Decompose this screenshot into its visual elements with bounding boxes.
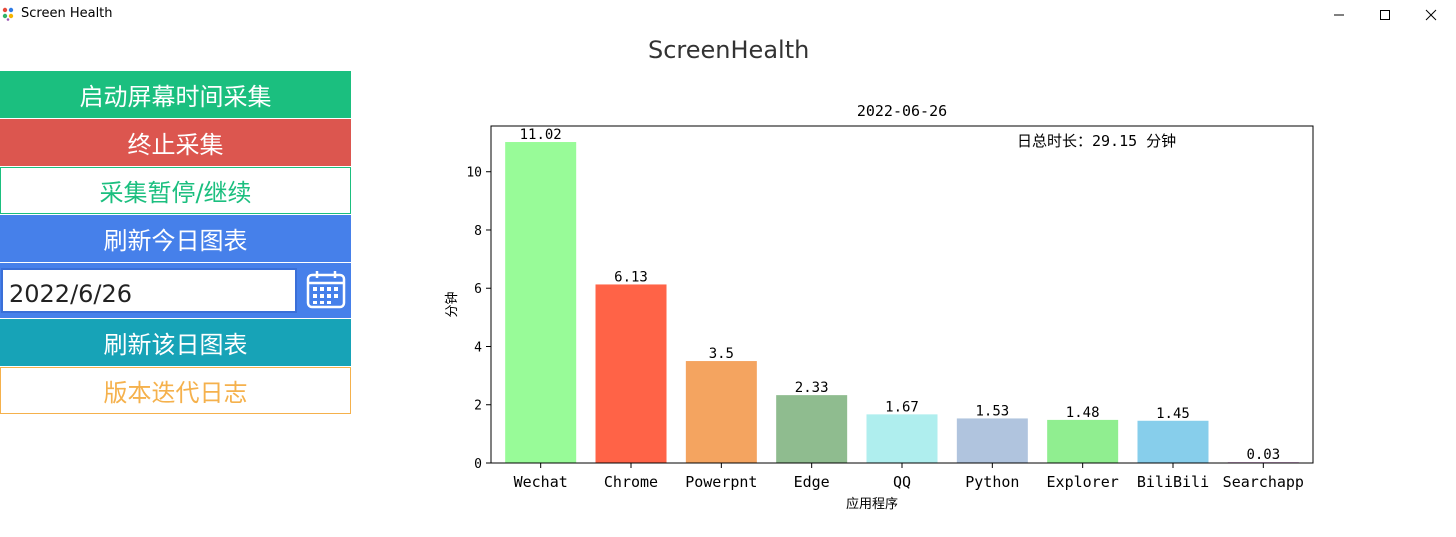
bar-chrome <box>595 284 667 463</box>
start-collection-button[interactable]: 启动屏幕时间采集 <box>0 71 351 118</box>
bar-wechat <box>505 142 577 463</box>
x-tick-label: QQ <box>893 473 911 491</box>
bar-powerpnt <box>685 361 757 463</box>
refresh-today-chart-button[interactable]: 刷新今日图表 <box>0 215 351 262</box>
x-tick-label: BiliBili <box>1137 473 1209 491</box>
bar-value-label: 2.33 <box>795 380 829 396</box>
bar-value-label: 11.02 <box>520 127 562 143</box>
x-tick-label: Searchapp <box>1223 473 1304 491</box>
chart-title: 2022-06-26 <box>857 102 947 120</box>
pause-resume-button[interactable]: 采集暂停/继续 <box>0 167 351 214</box>
bar-python <box>956 418 1028 463</box>
maximize-icon <box>1380 10 1390 20</box>
minimize-icon <box>1334 14 1344 16</box>
x-tick-label: Edge <box>794 473 830 491</box>
bar-value-label: 1.45 <box>1156 406 1190 422</box>
usage-bar-chart: 2022-06-26 日总时长：29.15 分钟 11.02 Wechat 6.13 Ch… <box>444 102 1314 512</box>
close-button[interactable] <box>1408 0 1454 30</box>
x-tick-label: Explorer <box>1047 473 1119 491</box>
changelog-button[interactable]: 版本迭代日志 <box>0 367 351 414</box>
minimize-button[interactable] <box>1316 0 1362 30</box>
close-icon <box>1425 9 1437 21</box>
x-tick-label: Chrome <box>604 473 658 491</box>
y-tick-label: 8 <box>474 224 482 239</box>
bar-explorer <box>1047 419 1119 463</box>
x-tick-label: Wechat <box>514 473 568 491</box>
y-tick-label: 6 <box>474 282 482 297</box>
app-dots-icon <box>2 7 14 21</box>
maximize-button[interactable] <box>1362 0 1408 30</box>
window-title: Screen Health <box>21 6 113 21</box>
plot-frame <box>490 125 1314 464</box>
bar-value-label: 1.53 <box>975 403 1009 419</box>
bar-qq <box>866 414 938 463</box>
x-tick-label: Python <box>965 473 1019 491</box>
refresh-date-chart-button[interactable]: 刷新该日图表 <box>0 319 351 366</box>
y-tick-label: 2 <box>474 399 482 414</box>
total-duration-annotation: 日总时长：29.15 分钟 <box>1017 132 1176 150</box>
bar-value-label: 0.03 <box>1246 447 1280 463</box>
y-tick-label: 0 <box>474 457 482 472</box>
x-axis-label: 应用程序 <box>846 496 898 512</box>
bar-edge <box>776 395 848 463</box>
bar-value-label: 6.13 <box>614 269 648 285</box>
y-tick-label: 4 <box>474 340 482 355</box>
date-input[interactable] <box>1 268 297 313</box>
bar-value-label: 3.5 <box>709 346 734 362</box>
window-titlebar: Screen Health <box>0 0 1456 30</box>
bar-bilibili <box>1137 420 1209 463</box>
y-tick-label: 10 <box>466 166 482 181</box>
y-axis-label: 分钟 <box>444 291 460 317</box>
stop-collection-button[interactable]: 终止采集 <box>0 119 351 166</box>
x-tick-label: Powerpnt <box>685 473 757 491</box>
bar-value-label: 1.48 <box>1066 405 1100 421</box>
page-title: ScreenHealth <box>648 36 810 64</box>
calendar-icon[interactable] <box>304 268 348 312</box>
bar-value-label: 1.67 <box>885 399 919 415</box>
